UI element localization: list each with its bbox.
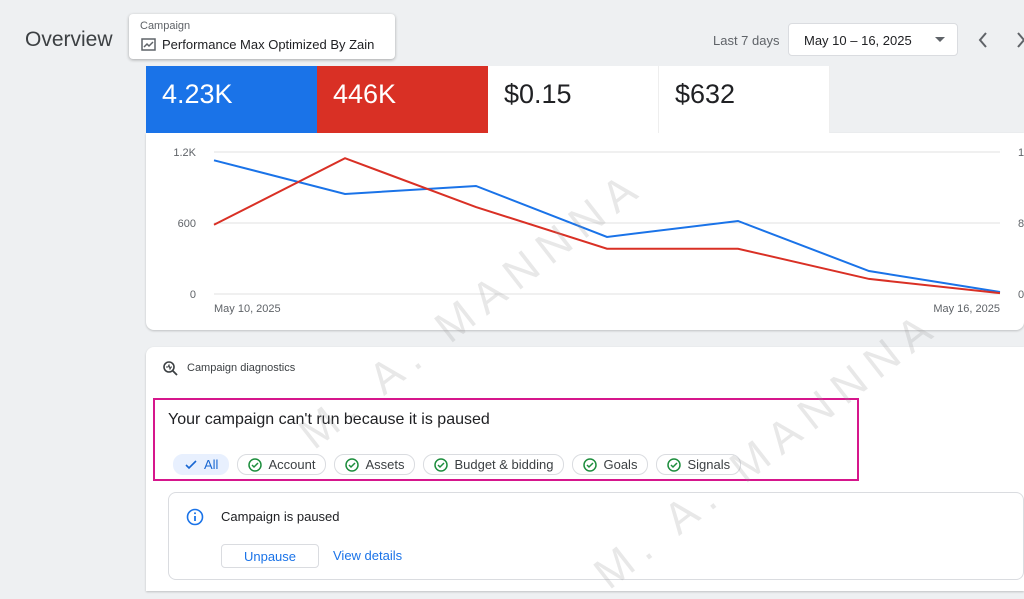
chip-label: Account <box>268 457 316 472</box>
ok-circle <box>667 457 682 472</box>
x-tick-label: May 16, 2025 <box>933 303 1000 315</box>
chip-row: All Account Assets Budget & bidding Goals Sig… <box>173 454 742 475</box>
chip-label: Budget & bidding <box>454 457 554 472</box>
chip-icon <box>583 457 598 472</box>
campaign-icon <box>141 38 156 51</box>
date-picker[interactable]: May 10 – 16, 2025 <box>788 23 958 56</box>
diagnostics-icon <box>163 361 178 376</box>
notice-text: Campaign is paused <box>221 509 340 524</box>
check <box>348 461 356 468</box>
metric-card[interactable]: $0.15 <box>488 66 659 133</box>
check <box>586 461 595 468</box>
unpause-button[interactable]: Unpause <box>221 544 319 568</box>
diagnostics-headline: Your campaign can't run because it is pa… <box>168 411 490 428</box>
filter-chip[interactable]: Goals <box>572 454 649 475</box>
check <box>251 461 259 468</box>
page-title: Overview <box>25 28 113 51</box>
chip-label: Assets <box>365 457 405 472</box>
nav-arrows[interactable] <box>972 30 1024 50</box>
y2-tick-label: 0 <box>1018 289 1024 301</box>
check <box>185 459 197 469</box>
diagnostics-title: Campaign diagnostics <box>187 362 296 374</box>
y2-tick-label: 160 <box>1018 147 1024 159</box>
check <box>437 461 445 468</box>
filter-chip[interactable]: All <box>173 454 230 475</box>
chip-icon <box>185 459 197 469</box>
ok-circle <box>248 457 263 472</box>
metric-card[interactable]: 4.23K <box>146 66 317 133</box>
chip-icon <box>667 457 682 472</box>
y-tick-label: 600 <box>178 218 196 230</box>
diagnostics-card <box>146 347 1024 591</box>
series-line <box>213 157 1001 295</box>
highlight-box <box>153 398 859 481</box>
y-tick-label: 1.2K <box>173 147 196 159</box>
y2-tick-label: 80 <box>1018 218 1024 230</box>
campaign-selector[interactable]: Campaign Performance Max Optimized By Za… <box>129 14 395 59</box>
range-label: Last 7 days <box>713 33 780 48</box>
x-tick-label: May 10, 2025 <box>214 303 281 315</box>
series-line <box>213 159 1001 293</box>
ok-circle <box>345 457 360 472</box>
chip-icon <box>345 457 360 472</box>
dropdown-arrow <box>935 37 945 42</box>
view-details-link[interactable]: View details <box>333 547 403 563</box>
campaign-label: Campaign <box>140 20 191 32</box>
chip-label: Goals <box>603 457 638 472</box>
chart: 0 600 1.2K 0 80 160 May 10, 2025 May 16, 2025 <box>173 147 1024 315</box>
y-tick-label: 0 <box>190 289 196 301</box>
chip-icon <box>434 457 449 472</box>
filter-chip[interactable]: Account <box>237 454 327 475</box>
chip-icon <box>248 457 263 472</box>
metric-card[interactable]: $632 <box>659 66 830 133</box>
filter-chip[interactable]: Assets <box>334 454 416 475</box>
ok-circle <box>583 457 598 472</box>
chip-label: All <box>204 457 219 472</box>
filter-chip[interactable]: Signals <box>656 454 742 475</box>
chip-label: Signals <box>687 457 731 472</box>
ok-circle <box>434 457 449 472</box>
date-range: May 10 – 16, 2025 <box>804 33 912 48</box>
filter-chip[interactable]: Budget & bidding <box>423 454 565 475</box>
chart-card: 0 600 1.2K 0 80 160 May 10, 2025 May 16, 2025 <box>146 133 1024 330</box>
metric-card[interactable]: 446K <box>317 66 488 133</box>
campaign-name: Performance Max Optimized By Zain <box>162 37 375 52</box>
check <box>670 461 678 468</box>
info-icon <box>186 508 204 526</box>
